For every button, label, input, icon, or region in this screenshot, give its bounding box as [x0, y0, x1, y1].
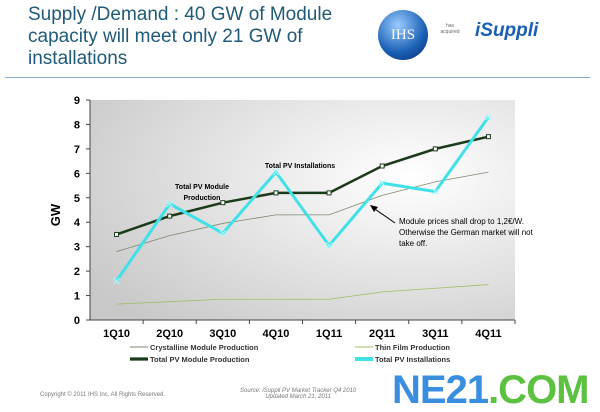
x-tick-label: 3Q11 — [422, 328, 448, 340]
slide-title: Supply /Demand : 40 GW of Module capacit… — [28, 4, 333, 69]
y-tick-label: 4 — [74, 217, 81, 229]
watermark-b: .COM — [488, 368, 589, 412]
data-point — [272, 168, 280, 176]
data-point — [167, 213, 173, 219]
legend-label: Crystalline Module Production — [150, 343, 259, 352]
arrow-head-icon — [370, 205, 378, 212]
x-tick-label: 3Q10 — [209, 328, 236, 340]
annotation-installations: Total PV Installations — [265, 163, 335, 170]
y-tick-label: 9 — [74, 95, 80, 107]
y-tick-label: 8 — [74, 119, 80, 131]
data-point — [114, 231, 120, 237]
data-point — [326, 190, 332, 196]
y-tick-label: 7 — [74, 144, 80, 156]
isuppli-logo: iSuppli — [475, 20, 539, 41]
y-tick-label: 6 — [74, 168, 80, 180]
series-total-pv-module-production-line — [116, 135, 489, 236]
series-total-pv-installations-line — [115, 116, 490, 282]
legend-label: Total PV Module Production — [150, 355, 250, 364]
data-point — [378, 179, 386, 187]
data-point — [485, 134, 491, 140]
source-note: Source: iSuppli PV Market Tracker Q4 201… — [240, 388, 356, 400]
data-point — [273, 190, 279, 196]
annotation-note-2: Otherwise the German market will not — [399, 228, 534, 237]
x-tick-label: 4Q11 — [475, 328, 501, 340]
ihs-logo: IHS — [378, 10, 428, 60]
acquired-text: has acquired — [440, 23, 460, 35]
y-tick-label: 2 — [74, 266, 80, 278]
annotation-module-2: Production — [184, 195, 221, 202]
data-point — [220, 200, 226, 206]
legend-label: Total PV Installations — [375, 355, 450, 364]
annotation-module-1: Total PV Module — [175, 184, 229, 191]
legend-label: Thin Film Production — [375, 343, 450, 352]
x-tick-label: 4Q10 — [262, 328, 289, 340]
x-tick-label: 1Q10 — [103, 328, 130, 340]
data-point — [325, 242, 333, 249]
annotation-note-3: take off. — [399, 239, 427, 248]
updated-line: Updated March 21, 2011 — [265, 394, 331, 400]
y-tick-label: 3 — [74, 242, 80, 254]
title-divider — [5, 77, 590, 78]
x-tick-label: 2Q10 — [156, 328, 183, 340]
series-thin-film-production-line — [116, 284, 489, 305]
data-point — [379, 163, 385, 169]
source-line: Source: iSuppli PV Market Tracker Q4 201… — [240, 388, 357, 394]
data-point — [219, 229, 227, 237]
watermark: NE21.COM — [392, 368, 590, 412]
y-tick-label: 1 — [74, 291, 80, 303]
data-point — [432, 146, 438, 152]
x-tick-label: 2Q11 — [369, 328, 395, 340]
copyright: Copyright © 2011 IHS Inc. All Rights Res… — [40, 392, 166, 398]
data-point — [485, 113, 492, 121]
data-point — [113, 277, 120, 285]
y-tick-label: 0 — [74, 315, 80, 327]
series-crystalline-module-production-line — [116, 171, 489, 252]
y-axis-label: GW — [48, 203, 63, 226]
watermark-a: NE21 — [392, 368, 489, 412]
y-tick-label: 5 — [74, 193, 80, 205]
data-point — [431, 188, 439, 196]
annotation-note-1: Module prices shall drop to 1,2€/W. — [399, 217, 524, 226]
data-point — [166, 200, 174, 208]
x-tick-label: 1Q11 — [316, 328, 342, 340]
legend: Crystalline Module Production Thin Film P… — [130, 343, 450, 364]
